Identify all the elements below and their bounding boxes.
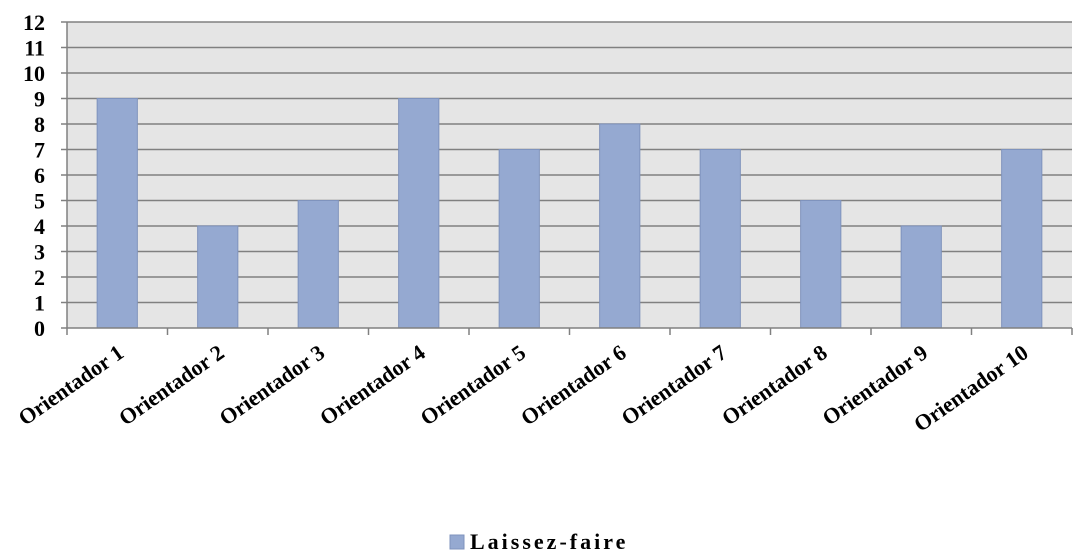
- bar: [1001, 149, 1043, 329]
- y-tick-label: 1: [34, 291, 45, 316]
- bars: [96, 98, 1043, 329]
- bar: [699, 149, 741, 329]
- y-tick-label: 7: [34, 138, 45, 163]
- x-category-label: Orientador 1: [13, 340, 128, 431]
- bar: [197, 225, 239, 329]
- x-category-label: Orientador 4: [315, 340, 430, 431]
- y-tick-label: 11: [24, 36, 45, 61]
- y-tick-label: 9: [34, 87, 45, 112]
- x-category-label: Orientador 6: [516, 340, 631, 431]
- bar: [599, 123, 641, 329]
- y-tick-label: 6: [34, 163, 45, 188]
- x-category-label: Orientador 8: [717, 340, 832, 431]
- y-tick-label: 8: [34, 112, 45, 137]
- legend: Laissez-faire: [449, 529, 628, 554]
- y-tick-label: 3: [34, 240, 45, 265]
- y-tick-label: 4: [34, 214, 45, 239]
- axes: [61, 21, 1073, 335]
- x-category-label: Orientador 7: [616, 340, 731, 431]
- bar: [498, 149, 540, 329]
- x-category-label: Orientador 2: [114, 340, 229, 431]
- legend-label: Laissez-faire: [470, 529, 628, 554]
- legend-swatch: [449, 534, 465, 550]
- x-category-label: Orientador 3: [214, 340, 329, 431]
- y-tick-label: 5: [34, 189, 45, 214]
- y-tick-label: 2: [34, 265, 45, 290]
- bar: [398, 98, 440, 329]
- bar: [800, 200, 842, 329]
- bar: [297, 200, 339, 329]
- y-tick-label: 12: [23, 10, 45, 35]
- y-tick-label: 0: [34, 316, 45, 341]
- bar: [900, 225, 942, 329]
- bar: [96, 98, 138, 329]
- y-tick-label: 10: [23, 61, 45, 86]
- x-category-label: Orientador 5: [415, 340, 530, 431]
